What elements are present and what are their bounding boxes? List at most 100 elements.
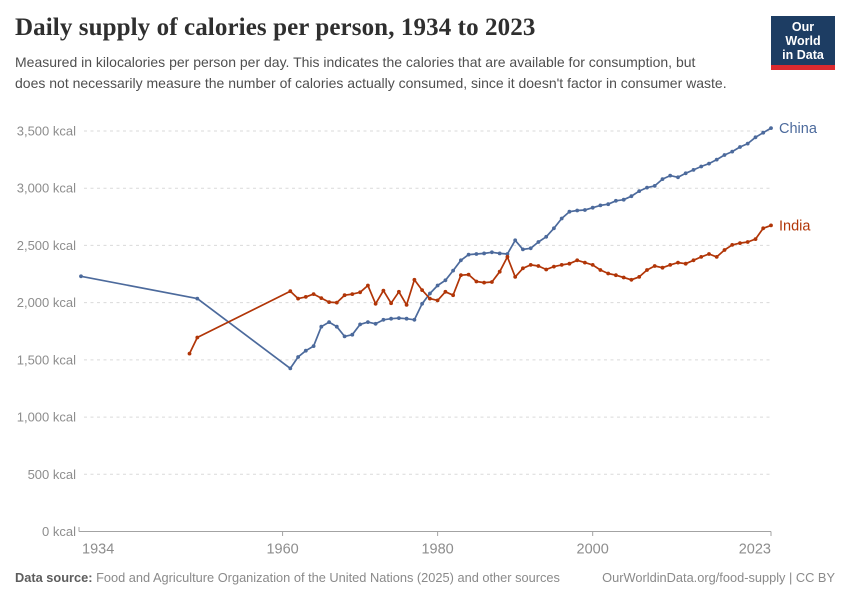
india-line[interactable]: [188, 224, 772, 355]
y-axis-tick-label: 2,000 kcal: [17, 295, 76, 310]
data-point-marker: [513, 275, 518, 279]
data-point-marker: [389, 316, 393, 321]
data-point-marker: [761, 130, 766, 135]
y-axis-tick-label: 2,500 kcal: [17, 238, 76, 253]
data-point-marker: [583, 208, 587, 212]
data-point-marker: [373, 301, 378, 306]
data-point-marker: [497, 269, 502, 274]
data-point-marker: [590, 205, 595, 210]
data-point-marker: [521, 247, 525, 252]
data-point-marker: [575, 258, 580, 263]
owid-logo-line1: Our World: [785, 20, 821, 48]
data-point-marker: [699, 164, 704, 169]
data-point-marker: [428, 296, 432, 301]
data-point-marker: [451, 293, 455, 298]
data-point-marker: [342, 293, 347, 298]
data-point-marker: [668, 263, 673, 267]
data-point-marker: [288, 289, 293, 294]
data-point-marker: [575, 208, 580, 213]
data-point-marker: [482, 251, 486, 256]
data-point-marker: [528, 246, 533, 251]
data-point-marker: [187, 351, 192, 356]
data-point-marker: [505, 252, 510, 256]
data-point-marker: [637, 189, 642, 194]
data-point-marker: [319, 324, 324, 329]
data-point-marker: [769, 223, 773, 228]
data-point-marker: [350, 292, 355, 296]
x-axis-tick-label: 2023: [739, 542, 771, 558]
x-axis-tick-label: 1980: [421, 542, 453, 558]
data-point-marker: [714, 157, 719, 162]
data-point-marker: [676, 175, 680, 180]
data-point-marker: [420, 301, 424, 306]
y-axis-tick-label: 500 kcal: [28, 467, 77, 482]
data-point-marker: [195, 335, 200, 340]
owid-logo-red-bar: [771, 65, 835, 70]
data-point-marker: [676, 260, 680, 265]
owid-logo[interactable]: Our World in Data: [771, 16, 835, 70]
data-point-marker: [451, 268, 455, 273]
data-point-marker: [311, 292, 316, 296]
data-point-marker: [389, 301, 393, 306]
series-label-china[interactable]: China: [779, 121, 818, 137]
data-point-marker: [738, 241, 742, 246]
data-point-marker: [645, 185, 649, 190]
data-point-marker: [482, 280, 486, 285]
data-point-marker: [435, 298, 440, 303]
data-point-marker: [536, 264, 541, 268]
data-point-marker: [629, 194, 634, 199]
data-point-marker: [443, 278, 448, 283]
data-point-marker: [745, 240, 750, 244]
data-point-marker: [683, 171, 688, 176]
y-axis-tick-label: 1,500 kcal: [17, 352, 76, 367]
data-point-marker: [435, 283, 440, 288]
data-point-marker: [753, 237, 758, 242]
data-point-marker: [288, 366, 293, 371]
data-point-marker: [722, 248, 727, 252]
data-point-marker: [552, 264, 556, 269]
data-point-marker: [296, 355, 300, 359]
data-point-marker: [745, 141, 750, 146]
data-point-marker: [536, 240, 541, 244]
data-point-marker: [722, 153, 727, 157]
data-point-marker: [366, 283, 370, 288]
data-point-marker: [373, 321, 378, 326]
y-axis-tick-label: 1,000 kcal: [17, 410, 76, 425]
data-point-marker: [334, 300, 339, 305]
data-point-marker: [528, 263, 533, 267]
data-point-marker: [668, 173, 673, 178]
data-point-marker: [381, 288, 386, 293]
y-axis-tick-label: 3,000 kcal: [17, 181, 76, 196]
data-point-marker: [753, 135, 758, 140]
data-point-marker: [567, 209, 572, 214]
china-line[interactable]: [80, 127, 772, 370]
data-point-marker: [606, 202, 611, 207]
x-axis-tick-label: 1934: [82, 542, 114, 558]
data-point-marker: [621, 197, 626, 202]
data-source-label: Data source:: [15, 570, 93, 585]
x-axis-tick-label: 2000: [577, 542, 609, 558]
series-label-india[interactable]: India: [779, 218, 811, 234]
data-source-note: Data source: Food and Agriculture Organi…: [15, 570, 560, 585]
data-point-marker: [466, 252, 471, 257]
data-point-marker: [303, 348, 308, 353]
data-point-marker: [397, 316, 401, 320]
data-point-marker: [738, 145, 742, 149]
data-point-marker: [598, 268, 603, 272]
data-point-marker: [691, 258, 696, 263]
x-axis-tick-label: 1960: [266, 542, 298, 558]
footer-citation-link[interactable]: OurWorldinData.org/food-supply | CC BY: [602, 570, 835, 585]
data-point-marker: [730, 243, 735, 247]
data-point-marker: [342, 334, 347, 339]
data-point-marker: [683, 261, 688, 266]
data-point-marker: [761, 226, 766, 231]
data-point-marker: [660, 265, 665, 270]
data-point-marker: [660, 177, 665, 182]
owid-logo-box: Our World in Data: [771, 16, 835, 65]
data-point-marker: [513, 238, 518, 243]
data-point-marker: [621, 275, 626, 280]
data-point-marker: [459, 273, 463, 278]
data-point-marker: [195, 296, 200, 301]
